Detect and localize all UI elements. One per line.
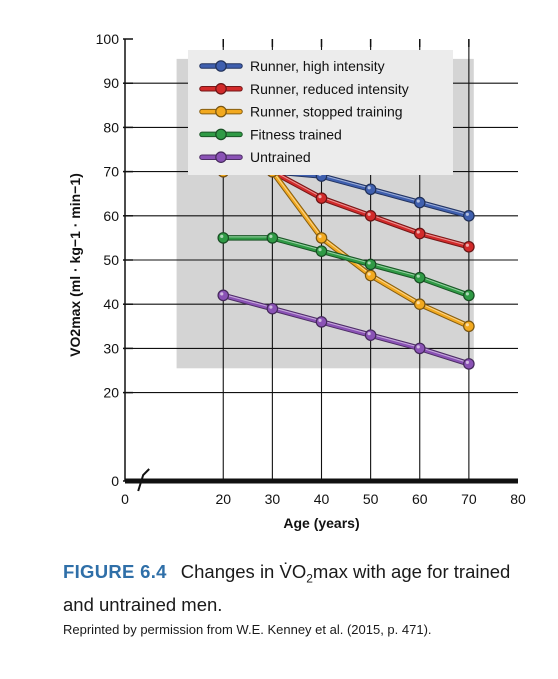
y-tick-label: 80: [103, 119, 119, 135]
data-point: [413, 342, 426, 355]
x-tick-label: 30: [265, 491, 281, 507]
data-point: [463, 210, 475, 222]
x-axis-title: Age (years): [283, 515, 359, 531]
data-point: [364, 269, 377, 282]
legend: Runner, high intensity Runner, reduced in…: [188, 50, 453, 175]
data-point-highlight: [367, 261, 371, 265]
figure-number: FIGURE 6.4: [63, 561, 167, 582]
legend-label: Runner, high intensity: [250, 58, 385, 74]
data-point: [266, 232, 279, 244]
data-point: [315, 316, 328, 328]
data-point-highlight: [367, 212, 371, 216]
y-axis-title: VO2max (ml · kg−1 · min−1): [67, 173, 83, 357]
data-point-highlight: [367, 332, 371, 336]
x-tick-label: 0: [121, 491, 129, 507]
data-point-highlight: [416, 274, 420, 278]
data-point: [364, 210, 377, 222]
x-tick-label: 60: [412, 491, 428, 507]
x-tick-label: 20: [215, 491, 231, 507]
figure-credit: Reprinted by permission from W.E. Kenney…: [63, 622, 432, 637]
data-point: [217, 232, 230, 244]
legend-label: Untrained: [250, 149, 311, 165]
data-point: [364, 329, 377, 341]
series-line-highlight: [223, 236, 470, 295]
y-tick-label: 100: [96, 31, 120, 47]
caption-subscript: 2: [306, 571, 313, 586]
data-point-highlight: [220, 292, 224, 296]
y-tick-label: 30: [103, 340, 119, 356]
legend-marker: [215, 83, 227, 95]
legend-label: Runner, reduced intensity: [250, 81, 409, 97]
series-line: [221, 293, 471, 366]
data-point-highlight: [416, 199, 420, 203]
data-point-highlight: [416, 301, 420, 305]
data-point-highlight: [465, 212, 469, 216]
caption-text-end: max with age for trained and untrained m…: [63, 561, 511, 615]
series-line: [221, 236, 471, 298]
data-point-highlight: [220, 234, 224, 238]
series-group: [217, 289, 475, 370]
data-point-highlight: [318, 248, 322, 252]
data-point: [315, 245, 328, 257]
x-tick-label: 50: [363, 491, 379, 507]
data-point-highlight: [318, 195, 322, 199]
data-point: [463, 358, 475, 370]
y-tick-label: 20: [103, 385, 119, 401]
y-tick-label: 40: [103, 296, 119, 312]
data-point-highlight: [465, 292, 469, 296]
data-point-highlight: [318, 234, 322, 238]
legend-marker: [215, 128, 227, 141]
legend-label: Fitness trained: [250, 126, 342, 142]
data-point: [413, 271, 426, 284]
x-tick-label: 70: [461, 491, 477, 507]
data-point: [413, 298, 426, 310]
data-point-highlight: [416, 230, 420, 234]
data-point: [413, 196, 426, 209]
y-tick-label: 0: [111, 473, 119, 489]
data-point-highlight: [367, 186, 371, 190]
data-point-highlight: [465, 243, 469, 247]
data-point-highlight: [269, 305, 273, 309]
data-point: [364, 183, 377, 196]
data-point: [315, 232, 328, 244]
data-point-highlight: [318, 318, 322, 322]
data-point: [315, 192, 328, 204]
data-point: [266, 302, 279, 315]
data-point-highlight: [367, 272, 371, 276]
x-tick-label: 40: [314, 491, 330, 507]
series-group: [217, 232, 475, 302]
data-point: [463, 240, 475, 253]
x-axis-break-mark: [137, 468, 150, 492]
data-point: [463, 289, 475, 302]
axes: 0 20 30 40 50 60 70 80 90 100 0 20 30 40 50 60 70 80: [96, 31, 526, 507]
y-tick-label: 50: [103, 252, 119, 268]
data-point-highlight: [269, 234, 273, 238]
y-tick-label: 60: [103, 208, 119, 224]
vo2max-chart: 0 20 30 40 50 60 70 80 90 100 0 20 30 40 50 60 70 80 Runn…: [67, 31, 526, 531]
data-point-highlight: [465, 360, 469, 364]
data-point-highlight: [465, 323, 469, 327]
figure-caption: FIGURE 6.4 Changes in V̇O2max with age fo…: [63, 559, 543, 617]
caption-text-start: Changes in V̇O: [180, 561, 307, 582]
legend-marker: [215, 105, 227, 118]
legend-marker: [215, 151, 227, 163]
data-point-highlight: [416, 345, 420, 349]
data-point: [364, 258, 377, 271]
x-tick-label: 80: [510, 491, 526, 507]
y-tick-label: 70: [103, 164, 119, 180]
data-point: [413, 227, 426, 240]
data-point: [463, 320, 475, 333]
legend-label: Runner, stopped training: [250, 104, 403, 120]
series-line-highlight: [223, 293, 470, 364]
data-point: [217, 289, 230, 302]
y-tick-label: 90: [103, 75, 119, 91]
legend-marker: [215, 60, 227, 72]
